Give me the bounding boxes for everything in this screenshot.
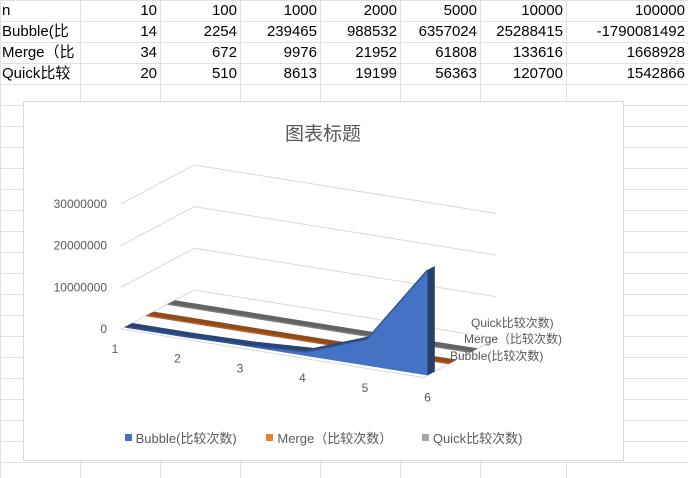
area-chart-3d: 图表标题 0 10000000 20000000 30000000 1 2 3 4 5 6 Quick… [54, 123, 562, 405]
floor-edge-right [423, 338, 497, 378]
chart-title: 图表标题 [285, 123, 361, 145]
series-front-face [125, 270, 428, 376]
legend-item-quick: Quick比较次数) [421, 428, 523, 447]
legend-swatch-bubble [124, 434, 132, 441]
series-area-bubble [124, 266, 435, 376]
depth-axis-label: Merge（比较次数) [464, 331, 562, 346]
gridline [194, 289, 497, 339]
sheet-cell[interactable]: Bubble(比 [2, 23, 69, 40]
sheet-cell[interactable]: 510 [211, 65, 237, 82]
gridline-side [120, 164, 195, 205]
legend-label-bubble: Bubble(比较次数) [135, 431, 237, 446]
sheet-cell[interactable]: 19199 [355, 65, 397, 82]
chart-legend: Bubble(比较次数) Merge（比较次数） Quick比较次数) [24, 428, 623, 447]
series-end-cap [427, 266, 435, 376]
depth-axis-label: Quick比较次数) [471, 315, 554, 330]
depth-axis-label: Bubble(比较次数) [450, 348, 543, 363]
gridline [194, 206, 497, 256]
sheet-cell[interactable]: Quick比较 [2, 65, 71, 82]
x-tick-label: 1 [112, 342, 119, 356]
legend-swatch-quick [421, 434, 429, 441]
x-tick-label: 2 [174, 352, 181, 366]
sheet-cell[interactable]: 5000 [443, 2, 477, 19]
gridline-side [120, 247, 195, 288]
sheet-cell[interactable]: 1668928 [626, 44, 685, 61]
sheet-cell[interactable]: 988532 [346, 23, 397, 40]
x-tick-label: 4 [299, 371, 306, 385]
y-tick-label: 0 [100, 322, 107, 336]
sheet-cell[interactable]: Merge（比 [2, 44, 75, 61]
sheet-cell[interactable]: 2000 [363, 2, 397, 19]
legend-swatch-merge [266, 434, 274, 441]
legend-label-merge: Merge（比较次数） [277, 431, 393, 446]
x-tick-label: 5 [362, 381, 369, 395]
sheet-cell[interactable]: 6357024 [418, 23, 477, 40]
gridline-side [120, 206, 195, 247]
sheet-cell[interactable]: 56363 [435, 65, 477, 82]
sheet-cell[interactable]: 2254 [203, 23, 237, 40]
y-tick-label: 10000000 [54, 280, 108, 294]
sheet-cell[interactable]: 1000 [283, 2, 317, 19]
sheet-cell[interactable]: 21952 [355, 44, 397, 61]
sheet-cell[interactable]: 1542866 [626, 65, 685, 82]
sheet-cell[interactable]: 61808 [435, 44, 477, 61]
sheet-cell[interactable]: n [2, 2, 11, 19]
gridline [194, 164, 497, 214]
series-end-cap [470, 348, 478, 353]
legend-item-merge: Merge（比较次数） [266, 428, 392, 447]
gridline-side [120, 289, 195, 330]
sheet-cell[interactable]: 239465 [266, 23, 317, 40]
y-tick-label: 30000000 [54, 197, 108, 211]
floor-edge-front [120, 328, 424, 378]
chart-area[interactable]: 图表标题 0 10000000 20000000 30000000 1 2 3 4 5 6 Quick… [23, 101, 624, 461]
x-tick-label: 6 [424, 391, 431, 405]
sheet-cell[interactable]: -1790081492 [596, 23, 685, 40]
sheet-cell[interactable]: 672 [211, 44, 237, 61]
sheet-cell[interactable]: 100000 [634, 2, 685, 19]
legend-label-quick: Quick比较次数) [432, 431, 523, 446]
gridline [194, 247, 497, 298]
sheet-cell[interactable]: 100 [211, 2, 237, 19]
sheet-cell[interactable]: 20 [140, 65, 157, 82]
sheet-cell[interactable]: 10 [140, 2, 157, 19]
sheet-cell[interactable]: 34 [140, 44, 157, 61]
y-tick-label: 20000000 [54, 239, 108, 253]
sheet-cell[interactable]: 133616 [512, 44, 563, 61]
sheet-cell[interactable]: 8613 [283, 65, 317, 82]
legend-item-bubble: Bubble(比较次数) [124, 428, 237, 447]
x-tick-label: 3 [237, 361, 244, 375]
sheet-cell[interactable]: 9976 [283, 44, 317, 61]
series-end-cap [448, 359, 457, 364]
sheet-cell[interactable]: 25288415 [496, 23, 563, 40]
sheet-cell[interactable]: 14 [140, 23, 157, 40]
sheet-cell[interactable]: 120700 [512, 65, 563, 82]
sheet-cell[interactable]: 10000 [521, 2, 563, 19]
series-top-line [124, 269, 429, 353]
